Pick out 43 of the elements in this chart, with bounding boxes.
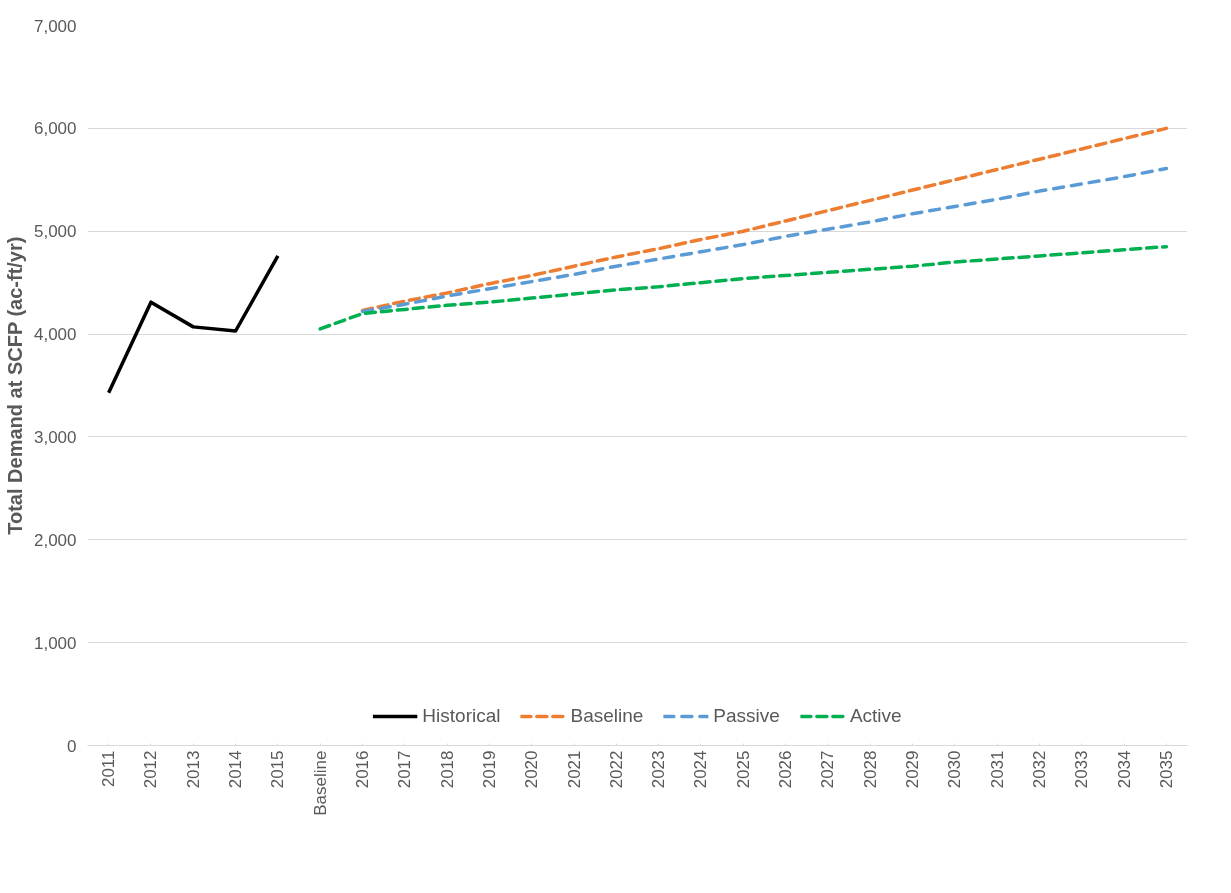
x-tick-label: 2034 [1114,750,1134,789]
x-tick-label: 2030 [945,750,965,789]
x-tick-label: 2026 [776,750,796,789]
x-tick-label: 2017 [395,750,415,789]
y-tick-label: 7,000 [33,16,77,36]
x-tick-label: 2015 [268,750,288,789]
y-tick-label: 0 [67,736,77,756]
x-tick-label: 2021 [564,750,584,789]
x-tick-label: 2031 [987,750,1007,789]
line-series [360,166,1169,314]
x-tick-label: 2022 [606,750,626,789]
x-tick-label: 2012 [141,750,161,789]
y-tick-label: 3,000 [33,427,77,447]
x-tick-label: 2024 [691,750,711,789]
x-tick-label: 2013 [183,750,203,789]
y-tick-label: 2,000 [33,530,77,550]
y-tick-label: 6,000 [33,119,77,139]
x-tick-label: 2018 [437,750,457,789]
x-tick-label: 2035 [1156,750,1176,789]
y-axis-title: Total Demand at SCFP (ac-ft/yr) [3,236,26,535]
line-series [360,126,1169,313]
legend-label: Historical [422,705,501,727]
legend-label: Active [849,705,902,727]
x-tick-label: 2028 [860,750,880,789]
y-tick-label: 5,000 [33,222,77,242]
y-tick-label: 1,000 [33,633,77,653]
x-tick-label: Baseline [310,750,330,816]
legend-label: Passive [713,705,780,727]
y-tick-label: 4,000 [33,325,77,345]
x-tick-label: 2020 [522,750,542,789]
x-tick-label: 2023 [649,750,669,789]
x-tick-label: 2016 [353,750,372,789]
x-tick-label: 2011 [99,750,119,788]
x-tick-label: 2019 [479,750,499,789]
x-tick-label: 2027 [818,750,838,789]
line-series [106,254,280,395]
legend-label: Baseline [570,705,644,727]
x-tick-label: 2025 [733,750,753,789]
x-tick-label: 2029 [903,750,922,789]
line-series [318,244,1169,331]
x-tick-label: 2014 [226,750,246,789]
x-tick-label: 2032 [1029,750,1049,789]
x-tick-label: 2033 [1072,750,1092,789]
